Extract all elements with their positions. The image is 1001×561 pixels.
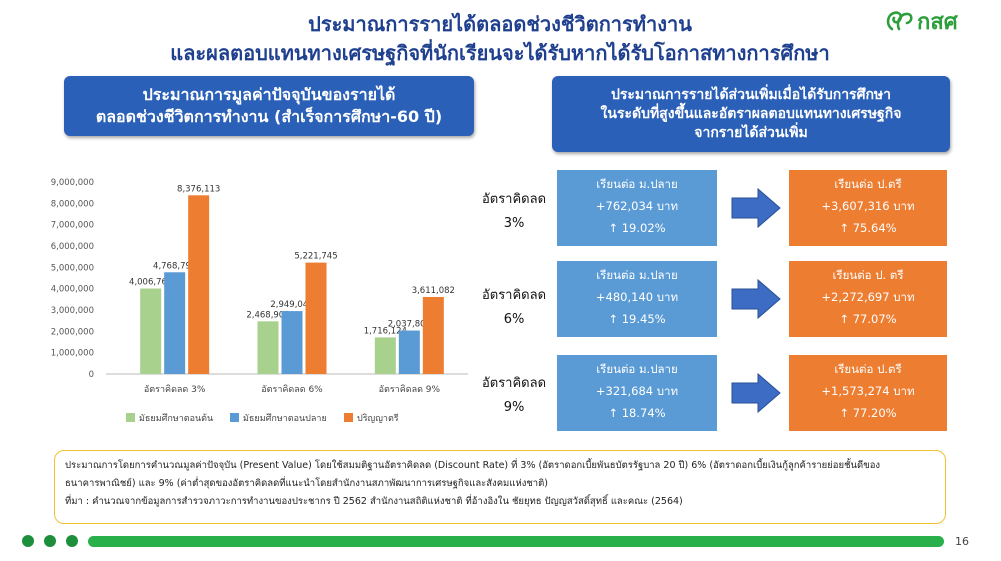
right-arrow-icon [731,187,781,229]
y-tick-label: 4,000,000 [51,285,94,295]
box-amount: +1,573,274 บาท [821,384,915,398]
box-title: เรียนต่อ ม.ปลาย [596,268,678,282]
data-label: 4,006,763 [129,278,172,288]
bar [398,330,420,374]
y-tick-label: 5,000,000 [51,263,94,273]
y-tick-label: 2,000,000 [51,327,94,337]
box-percent: ↑ 19.45% [608,312,666,326]
bar [422,296,444,374]
rate-label-text: อัตราคิดลด [481,288,547,303]
page-number: 16 [955,535,969,548]
rate-label-text: อัตราคิดลด [481,192,547,207]
note-line1: ประมาณการโดยการคำนวณมูลค่าปัจจุบัน (Pres… [65,460,881,471]
box-title: เรียนต่อ ป. ตรี [832,268,904,282]
box-percent: ↑ 19.02% [608,221,666,235]
box-amount: +480,140 บาท [595,290,679,304]
box-percent: ↑ 77.20% [839,406,897,420]
box-amount: +762,034 บาท [595,199,679,213]
upper-secondary-box-9: เรียนต่อ ม.ปลาย +321,684 บาท ↑ 18.74% [557,355,717,431]
box-title: เรียนต่อ ป.ตรี [834,362,902,376]
rate-label-value: 6% [503,312,525,327]
legend-swatch [230,413,239,422]
upper-secondary-box-3: เรียนต่อ ม.ปลาย +762,034 บาท ↑ 19.02% [557,170,717,246]
footer-dot [44,535,56,547]
bar [305,262,327,374]
left-panel-line1: ประมาณการมูลค่าปัจจุบันของรายได้ [142,85,396,104]
left-panel-header: ประมาณการมูลค่าปัจจุบันของรายได้ ตลอดช่ว… [64,76,474,136]
box-amount: +321,684 บาท [595,384,679,398]
bachelor-box-3: เรียนต่อ ป.ตรี +3,607,316 บาท ↑ 75.64% [789,170,947,246]
bachelor-box-6: เรียนต่อ ป. ตรี +2,272,697 บาท ↑ 77.07% [789,261,947,337]
rate-label-3: อัตราคิดลด 3% [474,188,554,236]
data-label: 2,949,048 [270,300,313,310]
box-amount: +3,607,316 บาท [821,199,915,213]
data-label: 4,768,797 [153,261,196,271]
box-percent: ↑ 18.74% [608,406,666,420]
logo-icon [886,11,913,31]
right-panel-line3: จากรายได้ส่วนเพิ่ม [694,124,808,141]
legend-swatch [126,413,135,422]
bar [140,288,162,374]
data-label: 3,611,082 [412,286,455,296]
rate-label-value: 9% [503,400,525,415]
data-label: 2,037,808 [388,320,431,330]
box-title: เรียนต่อ ม.ปลาย [596,362,678,376]
data-label: 8,376,113 [177,184,220,194]
bar [164,272,186,374]
rate-label-6: อัตราคิดลด 6% [474,284,554,332]
methodology-note: ประมาณการโดยการคำนวณมูลค่าปัจจุบัน (Pres… [54,450,946,524]
bar [188,195,210,374]
legend-swatch [344,413,353,422]
box-percent: ↑ 75.64% [839,221,897,235]
legend-label: มัธยมศึกษาตอนต้น [139,413,213,424]
x-tick-label: อัตราคิดลด 9% [379,384,441,395]
right-panel-line2: ในระดับที่สูงขึ้นและอัตราผลตอบแทนทางเศรษ… [600,105,902,122]
y-tick-label: 0 [89,370,94,380]
y-tick-label: 9,000,000 [51,178,94,188]
y-tick-label: 1,000,000 [51,349,94,359]
y-tick-label: 6,000,000 [51,242,94,252]
logo: กสศ [884,4,994,38]
box-title: เรียนต่อ ป.ตรี [834,177,902,191]
box-amount: +2,272,697 บาท [821,290,915,304]
income-bar-chart: 0 1,000,000 2,000,000 3,000,000 4,000,000 5,0… [51,178,468,424]
rate-label-9: อัตราคิดลด 9% [474,372,554,420]
bar [257,321,279,374]
upper-secondary-box-6: เรียนต่อ ม.ปลาย +480,140 บาท ↑ 19.45% [557,261,717,337]
note-source: ที่มา : คำนวณจากข้อมูลการสำรวจภาวะการทำง… [65,496,683,507]
data-label: 5,221,745 [294,252,337,262]
right-arrow-icon [731,278,781,320]
bachelor-box-9: เรียนต่อ ป.ตรี +1,573,274 บาท ↑ 77.20% [789,355,947,431]
box-percent: ↑ 77.07% [839,312,897,326]
right-panel-header: ประมาณการรายได้ส่วนเพิ่มเมื่อได้รับการศึ… [552,76,950,152]
footer-dot [66,535,78,547]
x-tick-label: อัตราคิดลด 3% [144,384,206,395]
right-panel-line1: ประมาณการรายได้ส่วนเพิ่มเมื่อได้รับการศึ… [610,86,892,103]
legend-label: ปริญญาตรี [357,413,399,424]
data-label: 2,468,908 [246,310,289,320]
footer-dot [22,535,34,547]
bar [374,337,396,374]
box-title: เรียนต่อ ม.ปลาย [596,177,678,191]
y-tick-label: 8,000,000 [51,199,94,209]
left-panel-line2: ตลอดช่วงชีวิตการทำงาน (สำเร็จการศึกษา-60… [95,107,443,126]
y-tick-label: 7,000,000 [51,221,94,231]
rate-label-text: อัตราคิดลด [481,376,547,391]
rate-label-value: 3% [503,216,525,231]
page-title: ประมาณการรายได้ตลอดช่วงชีวิตการทำงาน และ… [80,10,920,68]
page-title-line1: ประมาณการรายได้ตลอดช่วงชีวิตการทำงาน [308,12,692,36]
page-title-line2: และผลตอบแทนทางเศรษฐกิจที่นักเรียนจะได้รั… [170,41,830,65]
footer-bar [88,536,944,547]
note-line2: ธนาคารพาณิชย์) และ 9% (ค่าต่ำสุดของอัตรา… [65,478,548,489]
data-label: 1,716,124 [364,326,407,336]
legend-label: มัธยมศึกษาตอนปลาย [243,413,327,424]
y-tick-label: 3,000,000 [51,306,94,316]
x-tick-label: อัตราคิดลด 6% [261,384,323,395]
bar [281,311,303,374]
logo-text: กสศ [917,9,958,35]
right-arrow-icon [731,372,781,414]
